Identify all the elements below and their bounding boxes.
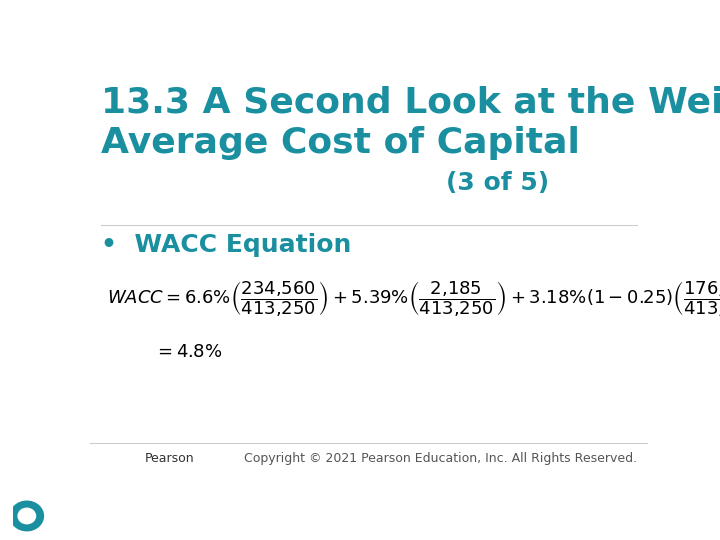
- Text: •  WACC Equation: • WACC Equation: [101, 233, 351, 257]
- Text: $\mathit{WACC} = 6.6\%\left(\dfrac{234{,}560}{413{,}250}\right)+5.39\%\left(\dfr: $\mathit{WACC} = 6.6\%\left(\dfrac{234{,…: [107, 279, 720, 319]
- Text: Pearson: Pearson: [145, 453, 194, 465]
- Circle shape: [10, 501, 43, 531]
- Text: p: p: [22, 509, 32, 523]
- Text: $= 4.8\%$: $= 4.8\%$: [154, 343, 222, 361]
- Text: Copyright © 2021 Pearson Education, Inc. All Rights Reserved.: Copyright © 2021 Pearson Education, Inc.…: [243, 453, 637, 465]
- Circle shape: [18, 508, 35, 524]
- Text: 13.3 A Second Look at the Weighted
Average Cost of Capital: 13.3 A Second Look at the Weighted Avera…: [101, 85, 720, 160]
- Text: (3 of 5): (3 of 5): [446, 171, 549, 195]
